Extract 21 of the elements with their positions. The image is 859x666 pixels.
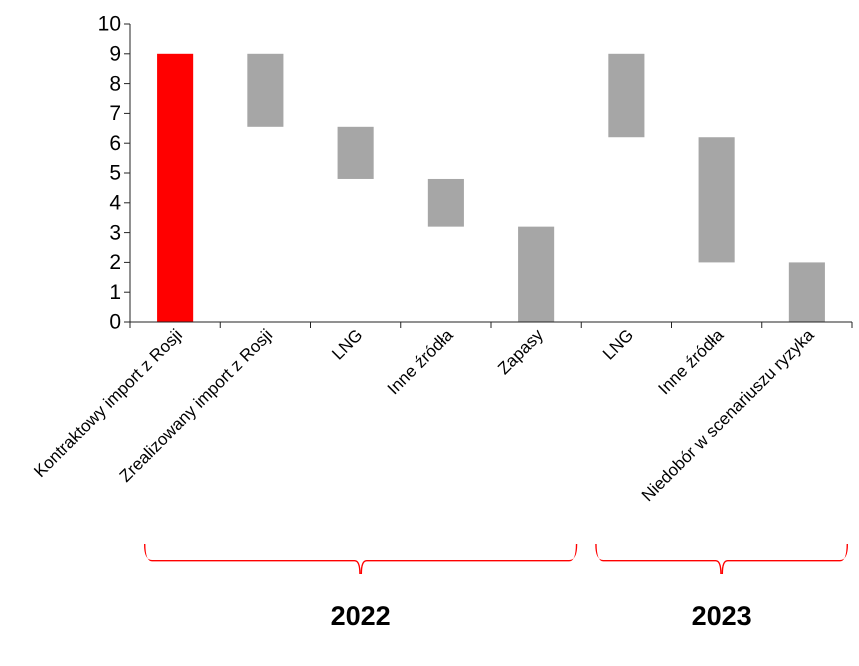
text: 2023 bbox=[692, 601, 752, 631]
bar bbox=[518, 226, 554, 322]
y-tick-label: 4 bbox=[109, 192, 122, 215]
y-tick-label: 10 bbox=[98, 12, 121, 36]
y-tick-label: 6 bbox=[109, 132, 121, 155]
bar bbox=[338, 126, 374, 179]
bar bbox=[428, 178, 464, 227]
y-tick-label: 1 bbox=[109, 280, 121, 304]
y-tick-label: 9 bbox=[109, 42, 121, 66]
y-tick-label: 7 bbox=[109, 102, 121, 126]
bar bbox=[247, 54, 284, 127]
bar bbox=[157, 54, 194, 322]
y-tick-label: 0 bbox=[109, 310, 121, 334]
y-tick-label: 3 bbox=[109, 221, 121, 244]
bar bbox=[698, 137, 735, 262]
y-tick-label: 5 bbox=[109, 162, 121, 185]
bar bbox=[788, 262, 825, 322]
y-tick-label: 2 bbox=[109, 251, 121, 274]
bar bbox=[608, 54, 644, 138]
y-tick-label: 8 bbox=[109, 72, 121, 96]
text: 2022 bbox=[330, 601, 391, 631]
